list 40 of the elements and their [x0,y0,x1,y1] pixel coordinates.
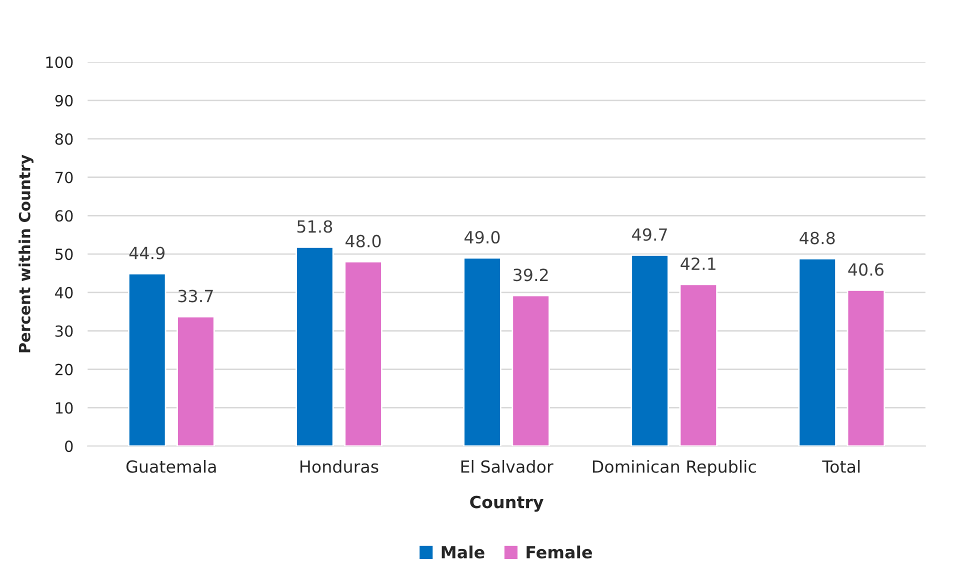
bar [176,316,215,446]
data-label: 33.7 [178,290,213,302]
x-tick-label: Honduras [300,460,378,473]
bar [846,289,886,446]
y-tick-label: 10 [56,402,73,414]
x-axis-title: Country [470,496,544,512]
x-tick-label: Dominican Republic [592,460,756,476]
bar [679,284,718,446]
x-tick-label: Guatemala [126,460,216,473]
data-label: 40.6 [848,263,884,276]
bar [512,294,550,446]
data-label: 49.7 [632,228,667,241]
y-tick-label: 90 [55,94,73,106]
bar [463,257,502,446]
y-tick-label: 0 [65,440,73,452]
y-axis-title: Percent within Country [18,154,34,352]
bar [128,272,166,446]
y-tick-label: 70 [56,172,73,184]
x-tick-label: El Salvador [461,460,554,473]
data-label: 39.2 [514,268,548,282]
y-tick-label: 50 [55,248,73,260]
bar [630,254,669,446]
y-tick-label: 20 [55,364,73,376]
legend-label: Female [526,546,592,558]
y-tick-label: 30 [55,325,73,337]
x-tick-label: Total [822,460,860,473]
bar [798,258,836,446]
data-label: 49.0 [464,230,500,244]
bar [344,261,382,446]
y-tick-label: 100 [46,56,73,68]
legend-label: Male [442,546,484,558]
y-tick-label: 60 [55,210,73,222]
y-tick-label: 80 [55,133,73,145]
bar [296,246,334,446]
y-tick-label: 40 [55,286,73,298]
data-label: 48.0 [346,234,381,248]
data-label: 48.8 [800,232,835,244]
data-label: 42.1 [680,257,716,270]
data-label: 44.9 [129,246,164,260]
data-label: 51.8 [297,220,332,233]
